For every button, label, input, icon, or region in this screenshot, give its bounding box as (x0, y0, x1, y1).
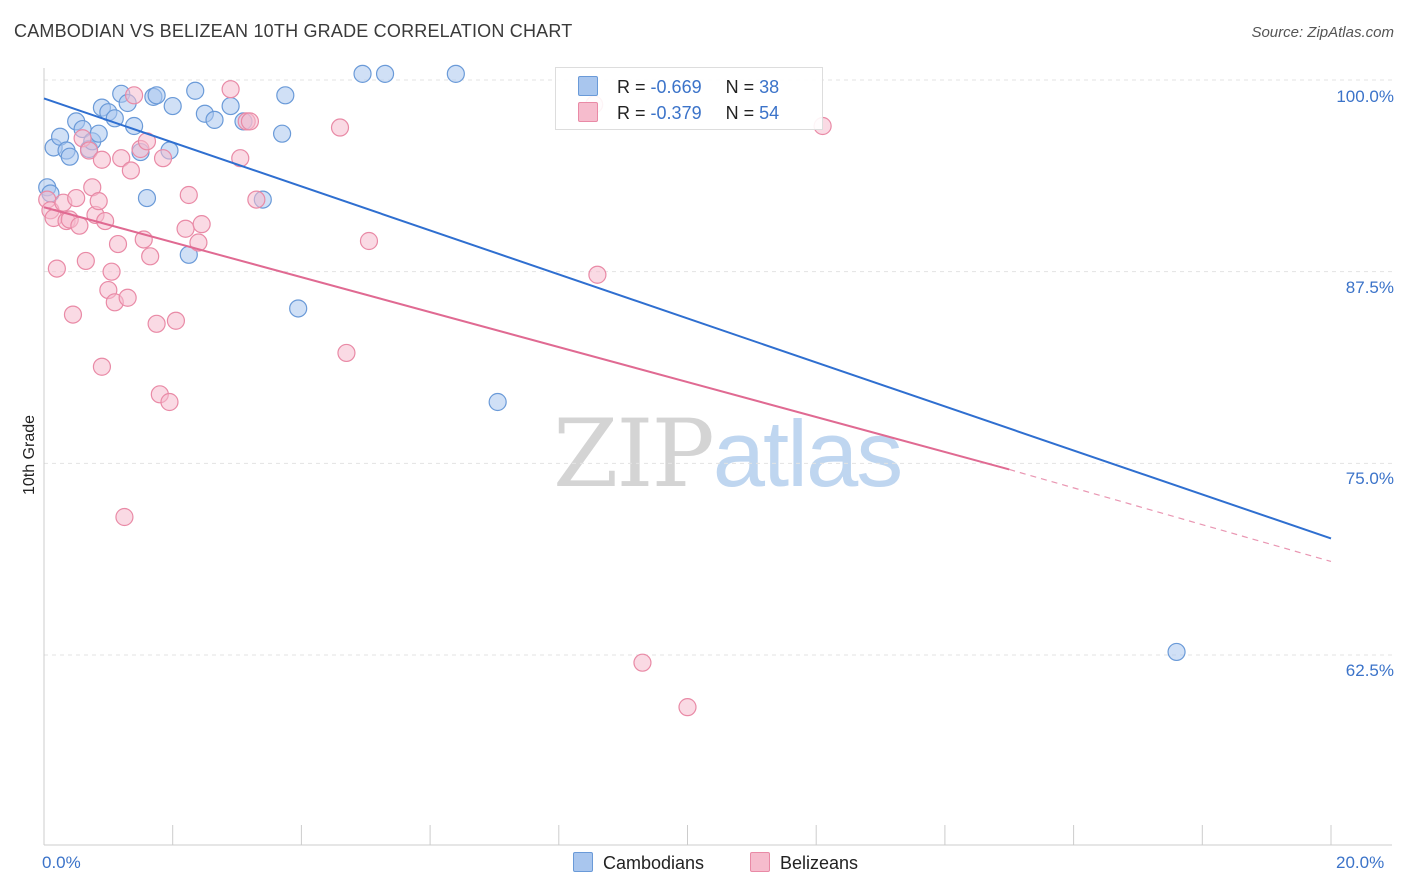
chart-title: CAMBODIAN VS BELIZEAN 10TH GRADE CORRELA… (14, 21, 573, 41)
source-label: Source: ZipAtlas.com (1251, 24, 1394, 41)
y-tick-label-87-5: 87.5% (1345, 278, 1394, 297)
belizean-point (330, 118, 350, 137)
belizean-point (47, 259, 66, 278)
cambodian-point (137, 188, 157, 208)
belizean-point (192, 215, 211, 234)
legend-n-value: 38 (759, 77, 780, 97)
bottom-legend-swatch-cambodians (573, 852, 593, 872)
legend-r-label: R = (617, 103, 646, 123)
belizean-point (63, 305, 83, 324)
bottom-legend-cambodians: Cambodians (573, 852, 704, 874)
cambodian-point (375, 64, 395, 83)
axes (43, 68, 1392, 846)
belizean-point (231, 149, 250, 168)
legend-n-label: N = (725, 103, 755, 123)
belizean-point (588, 265, 607, 284)
cambodian-point (163, 96, 182, 116)
gridlines (44, 79, 1392, 656)
belizean-point (633, 653, 652, 672)
y-tick-label-75: 75.0% (1345, 469, 1394, 488)
belizean-point (92, 357, 112, 376)
belizean-point (160, 392, 179, 412)
belizean-point (124, 86, 144, 105)
cambodian-point (1167, 642, 1186, 662)
belizean-point (179, 185, 198, 205)
belizean-point (108, 234, 128, 254)
watermark: ZIPatlas (553, 400, 904, 509)
belizean-point (70, 216, 89, 235)
belizean-point (115, 507, 134, 527)
belizean-point (147, 314, 166, 333)
belizean-point (678, 698, 697, 717)
bottom-legend-swatch-belizeans (750, 852, 770, 872)
cambodian-point (488, 392, 507, 412)
cambodian-trend-line (43, 97, 1332, 540)
watermark-atlas: atlas (712, 401, 904, 506)
belizean-point (337, 343, 356, 363)
legend-r-label: R = (617, 77, 646, 97)
belizean-point (67, 188, 86, 208)
cambodian-point (353, 64, 372, 83)
belizean-point (153, 149, 173, 168)
cambodian-point (105, 109, 124, 128)
bottom-legend-belizeans: Belizeans (750, 852, 858, 874)
belizean-trend-extension (1009, 468, 1332, 563)
trend-lines (43, 97, 1332, 563)
belizean-point (102, 262, 121, 281)
belizean-point (176, 219, 195, 238)
cambodian-point (89, 124, 108, 143)
belizean-point (76, 251, 95, 271)
belizean-point (112, 149, 131, 168)
watermark-zip: ZIP (553, 400, 715, 509)
cambodian-point (205, 110, 224, 129)
legend-r-value: -0.669 (650, 77, 702, 97)
x-tick-label-min: 0.0% (42, 853, 81, 872)
legend-swatch-belizeans (578, 102, 598, 122)
bottom-legend-label-cambodians: Cambodians (603, 853, 705, 873)
belizean-point (118, 288, 137, 307)
x-tick-label-max: 20.0% (1336, 853, 1385, 872)
belizean-point (247, 190, 266, 209)
cambodian-point (276, 86, 295, 105)
stats-legend: R = -0.669 N = 38 R = -0.379 N = 54 (555, 67, 823, 130)
belizean-point (96, 211, 115, 231)
cambodian-point (60, 147, 79, 166)
legend-r-value: -0.379 (650, 103, 702, 123)
belizean-point (359, 231, 379, 251)
data-points (38, 64, 1186, 717)
belizean-point (89, 192, 108, 211)
cambodian-point (289, 299, 308, 318)
belizean-point (79, 141, 99, 160)
cambodian-point (221, 96, 240, 116)
cambodian-point (186, 81, 205, 100)
legend-row-belizeans: R = -0.379 N = 54 (578, 102, 779, 126)
legend-row-cambodians: R = -0.669 N = 38 (578, 76, 779, 100)
cambodian-point (272, 124, 292, 143)
belizean-point (141, 247, 160, 266)
belizean-point (92, 150, 112, 169)
cambodian-point (147, 86, 166, 105)
legend-n-value: 54 (759, 103, 780, 123)
y-tick-label-100: 100.0% (1336, 87, 1394, 106)
belizean-point (240, 112, 260, 131)
belizean-point (121, 161, 140, 180)
belizean-trend-line (43, 206, 1010, 471)
bottom-legend-label-belizeans: Belizeans (780, 853, 859, 873)
belizean-point (166, 311, 186, 330)
belizean-point (189, 233, 208, 252)
cambodian-point (446, 64, 465, 83)
legend-n-label: N = (725, 77, 755, 97)
belizean-point (221, 80, 240, 99)
legend-swatch-cambodians (578, 76, 598, 96)
y-tick-label-62-5: 62.5% (1345, 661, 1394, 680)
